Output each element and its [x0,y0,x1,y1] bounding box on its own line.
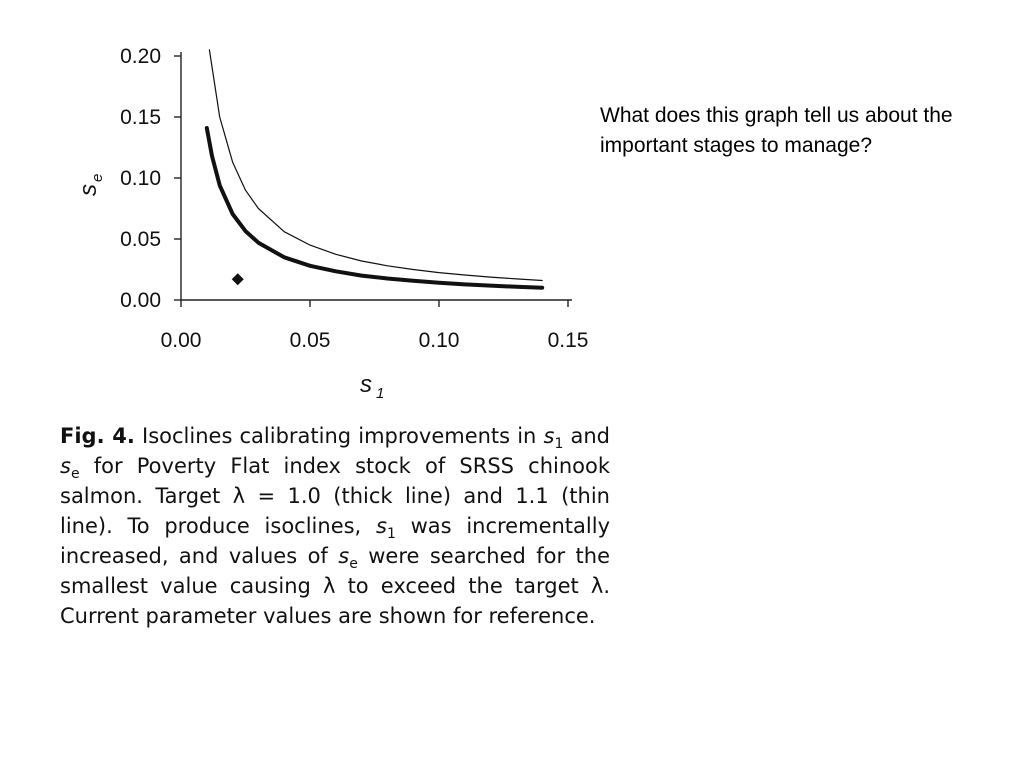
figure-caption: Fig. 4. Isoclines calibrating improvemen… [60,421,610,631]
y-tick-label: 0.00 [120,289,161,312]
axes [174,52,572,307]
caption-text-4: was incrementally increased, and values … [60,514,610,568]
y-axis-title-var: s [75,184,102,196]
x-tick-label: 0.10 [419,329,460,352]
y-tick-label: 0.15 [120,106,161,129]
caption-var-2: s [60,454,71,478]
caption-label: Fig. 4. [60,424,135,448]
y-tick-label: 0.20 [120,45,161,68]
caption-var-1: s [543,424,555,448]
x-tick-label: 0.15 [548,329,589,352]
discussion-question: What does this graph tell us about the i… [600,104,953,157]
caption-text-3: for Poverty Flat index stock of SRSS chi… [60,454,610,538]
caption-sub-3: 1 [386,526,396,542]
isocline-thin-line [208,49,543,282]
caption-text-2: and [563,424,610,448]
current-value-point [231,273,244,286]
caption-var-4: s [338,544,350,568]
caption-sub-4: e [349,556,358,572]
isocline-thick-line [204,126,545,290]
caption-text-1: Isoclines calibrating improvements in [134,424,544,448]
x-tick-label: 0.00 [161,329,202,352]
x-tick-label: 0.05 [290,329,331,352]
caption-text-5: were searched for the smallest value cau… [60,544,610,628]
y-tick-label: 0.10 [120,167,161,190]
plot-lines [204,49,545,290]
x-axis-title-sub: 1 [376,385,384,402]
y-axis-title-sub: e [89,174,106,182]
x-axis-title-var: s [360,371,372,398]
caption-sub-2: e [70,466,80,482]
caption-var-3: s [375,514,387,538]
caption-sub-1: 1 [554,436,564,452]
y-tick-label: 0.05 [120,228,161,251]
tick-labels: 0.00 0.05 0.10 0.15 0.20 0.00 0.05 0.10 0.15 [120,45,588,352]
y-axis-title: se [75,174,106,196]
